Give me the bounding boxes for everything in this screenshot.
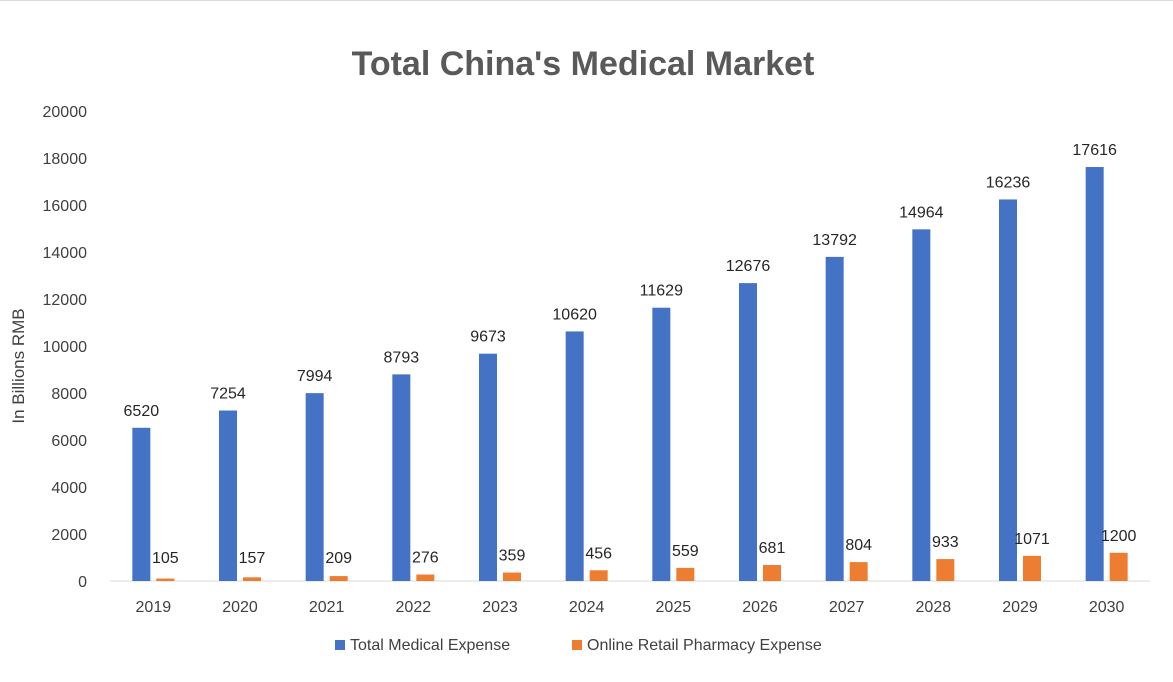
bar-total-medical-expense [999, 199, 1017, 582]
bar-total-medical-expense [825, 256, 844, 581]
bar-total-medical-expense [479, 353, 497, 581]
data-label-total-medical-expense: 14964 [899, 204, 944, 221]
data-label-total-medical-expense: 16236 [986, 174, 1031, 191]
y-tick-label: 20000 [43, 104, 88, 121]
data-label-total-medical-expense: 12676 [726, 258, 771, 275]
data-label-total-medical-expense: 6520 [124, 403, 160, 420]
legend-swatch [572, 640, 582, 650]
y-tick-label: 0 [78, 574, 87, 591]
data-label-online-retail-pharmacy-expense: 105 [152, 550, 179, 567]
data-label-online-retail-pharmacy-expense: 456 [585, 545, 612, 562]
bar-online-retail-pharmacy-expense [849, 562, 868, 581]
bar-online-retail-pharmacy-expense [156, 578, 175, 581]
data-label-online-retail-pharmacy-expense: 681 [759, 540, 786, 557]
data-labels-group: 6520 105 7254 157 7994 209 8793 276 9673 359 10620… [124, 142, 1137, 567]
x-tick-label: 2024 [569, 599, 605, 616]
x-tick-label: 2026 [742, 599, 778, 616]
y-tick-label: 10000 [43, 339, 88, 356]
data-label-online-retail-pharmacy-expense: 1200 [1101, 528, 1137, 545]
data-label-online-retail-pharmacy-expense: 1071 [1014, 531, 1050, 548]
data-label-online-retail-pharmacy-expense: 209 [325, 550, 352, 567]
data-label-total-medical-expense: 10620 [552, 306, 597, 323]
bar-total-medical-expense [739, 283, 757, 581]
legend: Total Medical Expense Online Retail Pharm… [335, 637, 822, 654]
bar-total-medical-expense [392, 374, 411, 581]
bar-online-retail-pharmacy-expense [589, 570, 608, 581]
y-tick-label: 14000 [43, 245, 88, 262]
data-label-total-medical-expense: 9673 [470, 329, 506, 346]
bars-group [132, 167, 1128, 582]
legend-label: Total Medical Expense [350, 637, 510, 654]
bar-online-retail-pharmacy-expense [416, 574, 435, 581]
bar-online-retail-pharmacy-expense [1023, 555, 1041, 581]
y-tick-label: 18000 [43, 151, 88, 168]
data-label-online-retail-pharmacy-expense: 559 [672, 543, 699, 560]
bar-total-medical-expense [1085, 167, 1104, 582]
bar-online-retail-pharmacy-expense [1109, 552, 1128, 581]
y-tick-label: 6000 [51, 433, 87, 450]
bar-online-retail-pharmacy-expense [763, 564, 781, 581]
y-tick-label: 16000 [43, 198, 88, 215]
legend-label: Online Retail Pharmacy Expense [587, 637, 822, 654]
data-label-online-retail-pharmacy-expense: 804 [845, 537, 872, 554]
x-tick-label: 2019 [136, 599, 172, 616]
y-tick-label: 12000 [43, 292, 88, 309]
x-tick-label: 2021 [309, 599, 345, 616]
data-label-total-medical-expense: 7254 [210, 386, 246, 403]
bar-total-medical-expense [565, 331, 584, 581]
x-tick-label: 2027 [829, 599, 865, 616]
bar-total-medical-expense [219, 410, 237, 581]
data-label-online-retail-pharmacy-expense: 276 [412, 550, 439, 567]
data-label-total-medical-expense: 8793 [384, 349, 420, 366]
data-label-total-medical-expense: 7994 [297, 368, 333, 385]
bar-online-retail-pharmacy-expense [243, 577, 261, 581]
y-tick-label: 8000 [51, 386, 87, 403]
legend-swatch [335, 640, 345, 650]
chart-title: Total China's Medical Market [352, 45, 815, 83]
x-tick-label: 2023 [482, 599, 518, 616]
data-label-online-retail-pharmacy-expense: 933 [932, 534, 959, 551]
x-tick-label: 2028 [916, 599, 952, 616]
data-label-online-retail-pharmacy-expense: 359 [499, 548, 526, 565]
x-tick-label: 2025 [656, 599, 692, 616]
y-axis-ticks: 0 2000 4000 6000 8000 10000 12000 14000 16000 180… [43, 104, 88, 591]
bar-online-retail-pharmacy-expense [676, 567, 695, 581]
x-tick-label: 2029 [1002, 599, 1038, 616]
bar-total-medical-expense [132, 427, 151, 581]
bar-total-medical-expense [912, 229, 931, 581]
bar-total-medical-expense [305, 393, 324, 581]
data-label-total-medical-expense: 13792 [812, 232, 857, 249]
data-label-total-medical-expense: 17616 [1072, 142, 1117, 159]
y-axis-label: In Billions RMB [9, 308, 28, 423]
data-label-online-retail-pharmacy-expense: 157 [239, 550, 266, 567]
bar-online-retail-pharmacy-expense [503, 572, 521, 581]
bar-online-retail-pharmacy-expense [936, 559, 955, 581]
x-tick-label: 2030 [1089, 599, 1125, 616]
y-tick-label: 4000 [51, 480, 87, 497]
bar-total-medical-expense [652, 307, 671, 581]
x-tick-label: 2022 [396, 599, 432, 616]
data-label-total-medical-expense: 11629 [640, 283, 683, 300]
bar-online-retail-pharmacy-expense [329, 576, 348, 581]
x-axis-ticks: 2019 2020 2021 2022 2023 2024 2025 2026 2027 2028… [136, 599, 1125, 616]
x-tick-label: 2020 [222, 599, 258, 616]
y-tick-label: 2000 [51, 527, 87, 544]
